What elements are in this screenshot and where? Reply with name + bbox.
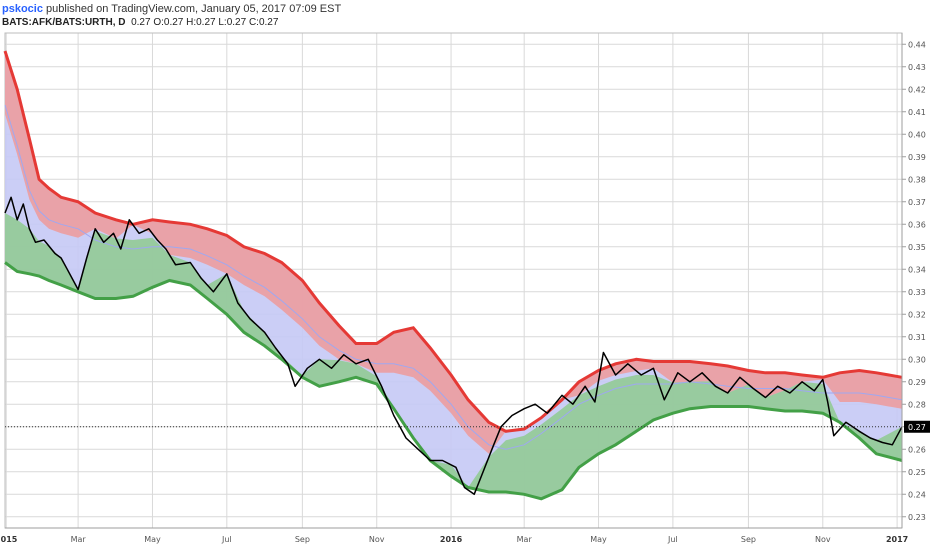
x-tick-label: Mar — [517, 535, 533, 544]
x-tick-label: Jul — [221, 535, 232, 544]
publish-info: pskocic published on TradingView.com, Ja… — [2, 3, 341, 15]
x-tick-label: Nov — [369, 535, 385, 544]
y-tick-label: 0.24 — [908, 490, 926, 499]
x-tick-label: Nov — [815, 535, 831, 544]
y-tick-label: 0.37 — [908, 198, 926, 207]
y-tick-label: 0.26 — [908, 445, 926, 454]
y-tick-label: 0.42 — [908, 85, 926, 94]
y-tick-label: 0.33 — [908, 288, 926, 297]
y-tick-label: 0.25 — [908, 468, 926, 477]
symbol-label: BATS:AFK/BATS:URTH, D — [2, 17, 126, 28]
y-tick-label: 0.23 — [908, 513, 926, 522]
y-tick-label: 0.43 — [908, 63, 926, 72]
last-price-text: 0.27 — [908, 423, 926, 432]
time-axis[interactable]: 2015 Mar May Jul Sep Nov 2016 Mar May Jul Sep Nov 20… — [0, 527, 908, 544]
y-tick-label: 0.39 — [908, 153, 926, 162]
x-tick-label: May — [590, 535, 607, 544]
ohlc-values: 0.27 O:0.27 H:0.27 L:0.27 C:0.27 — [131, 17, 279, 28]
symbol-info: BATS:AFK/BATS:URTH, D 0.27 O:0.27 H:0.27… — [2, 17, 278, 28]
y-tick-label: 0.28 — [908, 400, 926, 409]
y-tick-label: 0.29 — [908, 378, 926, 387]
lower-green-fill — [5, 213, 902, 499]
price-axis[interactable]: 0.23 0.24 0.25 0.26 0.27 0.28 0.29 0.30 0.31 0.32… — [901, 33, 930, 528]
price-line — [4, 196, 903, 496]
x-tick-label: 2015 — [0, 535, 18, 544]
y-tick-label: 0.40 — [908, 130, 926, 139]
x-tick-label: Sep — [741, 535, 756, 544]
upper-red-fill — [5, 51, 902, 454]
y-tick-label: 0.31 — [908, 333, 926, 342]
middle-lower-fill — [5, 105, 902, 499]
x-tick-label: Mar — [71, 535, 87, 544]
x-tick-label: 2016 — [440, 535, 463, 544]
last-price-badge — [904, 420, 930, 433]
published-text: published on TradingView.com, January 05… — [46, 3, 342, 15]
x-tick-label: Sep — [295, 535, 310, 544]
x-tick-label: Jul — [667, 535, 678, 544]
y-tick-label: 0.38 — [908, 175, 926, 184]
y-tick-label: 0.36 — [908, 220, 926, 229]
bands-layer — [5, 51, 902, 499]
upper-band-line — [3, 50, 903, 433]
x-tick-label: May — [144, 535, 161, 544]
x-tick-label: 2017 — [886, 535, 908, 544]
y-tick-label: 0.44 — [908, 40, 926, 49]
y-tick-label: 0.30 — [908, 355, 926, 364]
y-tick-label: 0.35 — [908, 243, 926, 252]
y-tick-label: 0.41 — [908, 108, 926, 117]
lines-layer — [3, 50, 903, 501]
y-tick-label: 0.32 — [908, 310, 926, 319]
y-tick-label: 0.34 — [908, 265, 926, 274]
author-link[interactable]: pskocic — [2, 3, 43, 15]
